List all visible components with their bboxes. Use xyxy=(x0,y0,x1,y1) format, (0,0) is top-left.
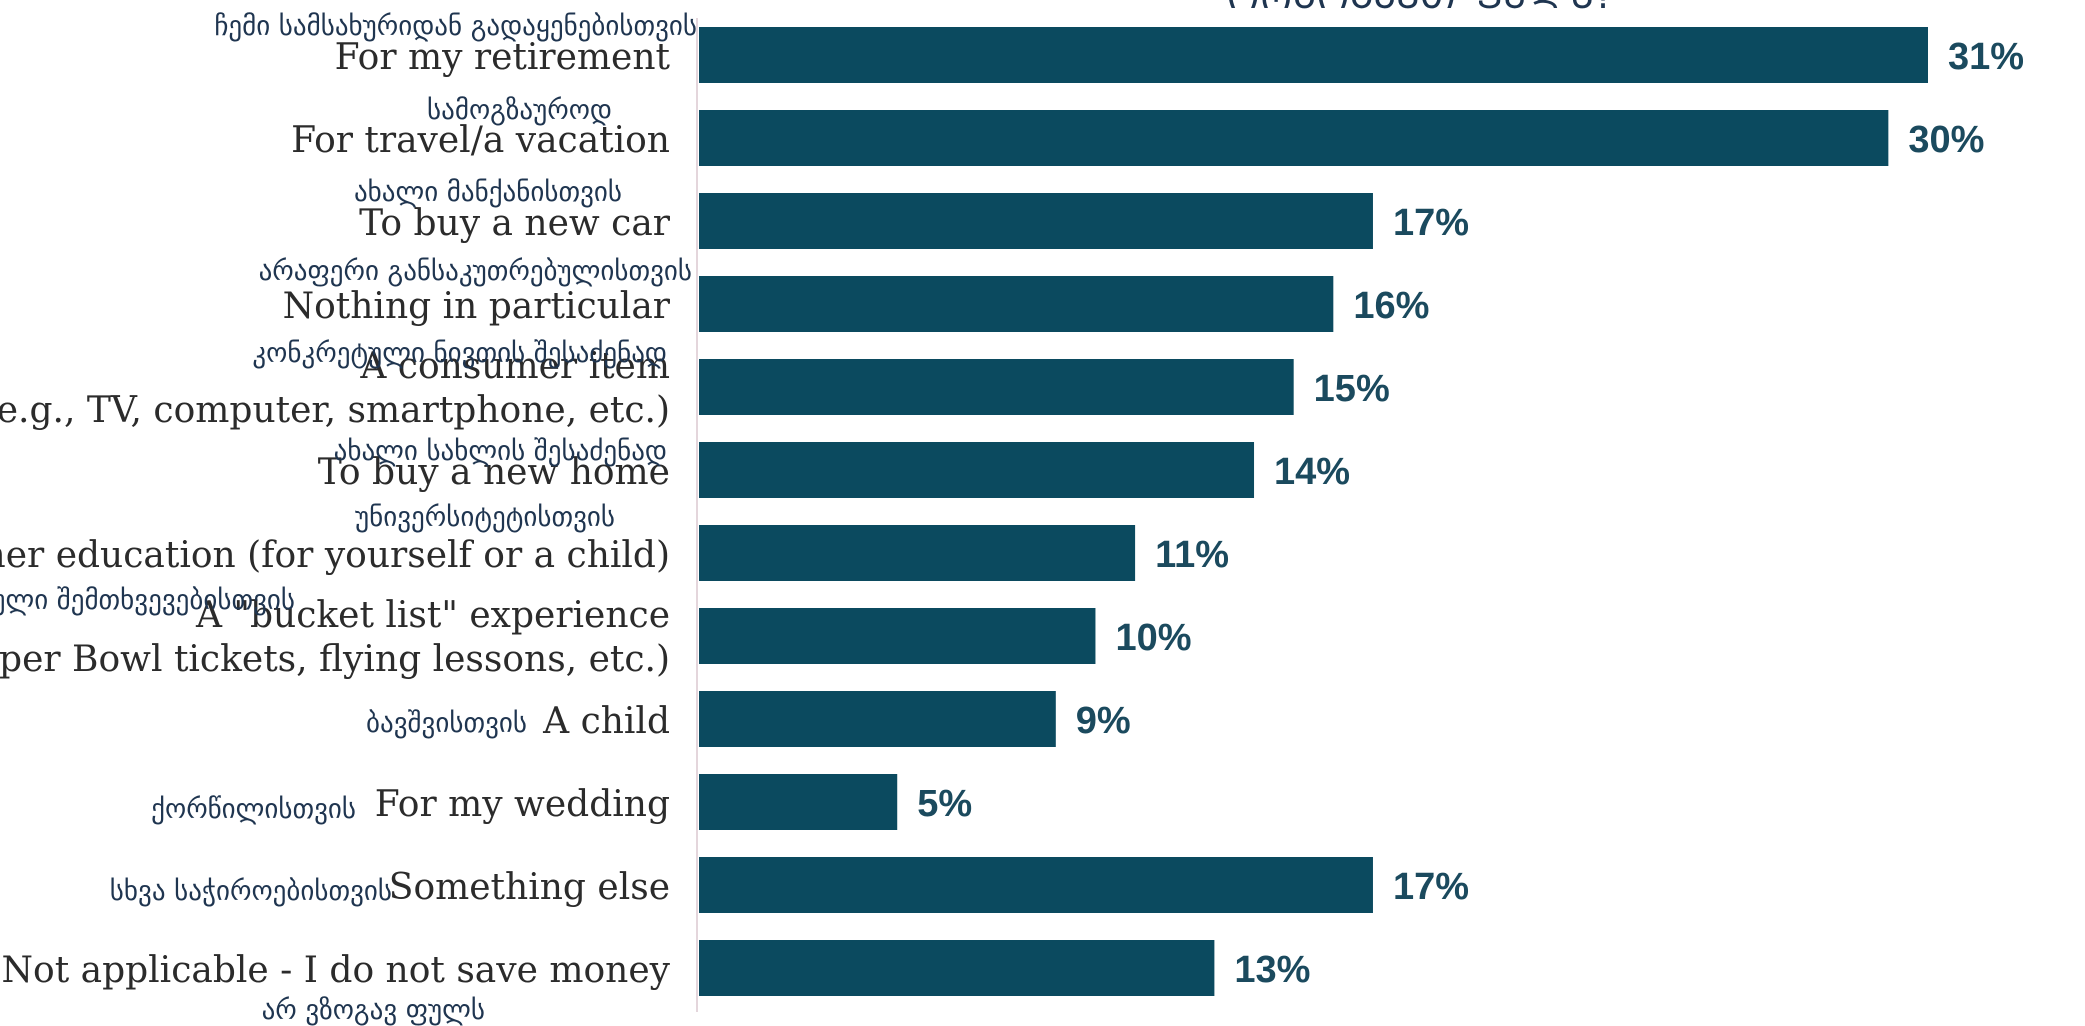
value-label: 17% xyxy=(1393,866,1469,908)
translation-label: არ ვზოგავ ფულს xyxy=(262,995,485,1026)
value-label: 16% xyxy=(1353,285,1429,327)
bar xyxy=(699,193,1373,249)
category-label: For travel/a vacation xyxy=(291,120,670,161)
chart-title: ᲝᲠᲖᲝᲒᲐᲕᲗ ᲤᲣᲚᲡ? xyxy=(1226,0,1614,17)
bar xyxy=(699,525,1136,581)
category-label: Nothing in particular xyxy=(283,286,671,327)
translation-label: არაფერი განსაკუთრებულისთვის xyxy=(259,256,692,287)
value-label: 11% xyxy=(1155,534,1229,576)
bar xyxy=(699,276,1334,332)
bar xyxy=(699,359,1294,415)
bar xyxy=(699,110,1889,166)
value-label: 10% xyxy=(1115,617,1191,659)
category-label: A consumer item xyxy=(359,346,670,387)
value-label: 9% xyxy=(1076,700,1131,742)
translation-label: ჩემი სამსახურიდან გადაყენებისთვის xyxy=(214,11,697,42)
value-label: 30% xyxy=(1908,119,1984,161)
value-label: 14% xyxy=(1274,451,1350,493)
bar xyxy=(699,691,1056,747)
category-labels-group: For my retirement For travel/a vacation To… xyxy=(0,37,671,991)
translation-label: ბავშვისთვის xyxy=(366,708,527,739)
bar xyxy=(699,27,1928,83)
category-label: Something else xyxy=(389,867,670,908)
category-label: Not applicable - I do not save money xyxy=(2,950,671,991)
category-label: (e.g., Super Bowl tickets, flying lesson… xyxy=(0,639,670,680)
value-label: 15% xyxy=(1314,368,1390,410)
bar xyxy=(699,940,1215,996)
translation-labels-group: ჩემი სამსახურიდან გადაყენებისთვის სამოგზა… xyxy=(0,11,697,1026)
value-label: 31% xyxy=(1948,36,2024,78)
bar xyxy=(699,608,1096,664)
translation-label: ქორწილისთვის xyxy=(151,794,356,825)
translation-label: სხვა საჭიროებისთვის xyxy=(110,876,392,907)
translation-label: ახალი მანქანისთვის xyxy=(354,177,622,208)
value-label: 17% xyxy=(1393,202,1469,244)
category-label: (e.g., TV, computer, smartphone, etc.) xyxy=(0,390,670,431)
category-label: For my wedding xyxy=(375,784,670,825)
category-label: Higher education (for yourself or a chil… xyxy=(0,535,670,576)
value-labels-group: 31% 30% 17% 16% 15% 14% 11% 10% 9% 5% 17% 13% xyxy=(917,36,2024,991)
bar xyxy=(699,442,1255,498)
translation-label: ახალი სახლის შესაძენად xyxy=(334,436,667,467)
category-label: To buy a new car xyxy=(359,203,671,244)
translation-label: უნივერსიტეტისთვის xyxy=(355,502,615,533)
category-label: For my retirement xyxy=(335,37,671,78)
translation-label: სამოგზაუროდ xyxy=(427,95,612,126)
translation-label: განსაკუთრებული შემთხვევებისთვის xyxy=(0,585,295,616)
bar xyxy=(699,857,1373,913)
bars-group xyxy=(699,27,1928,996)
category-label: A "bucket list" experience xyxy=(195,595,670,636)
translation-label: კონკრეტული ნივთის შესაძენად xyxy=(252,338,667,369)
value-label: 5% xyxy=(917,783,972,825)
category-label: A child xyxy=(542,701,670,742)
category-label: To buy a new home xyxy=(318,452,670,493)
value-label: 13% xyxy=(1234,949,1310,991)
bar xyxy=(699,774,898,830)
